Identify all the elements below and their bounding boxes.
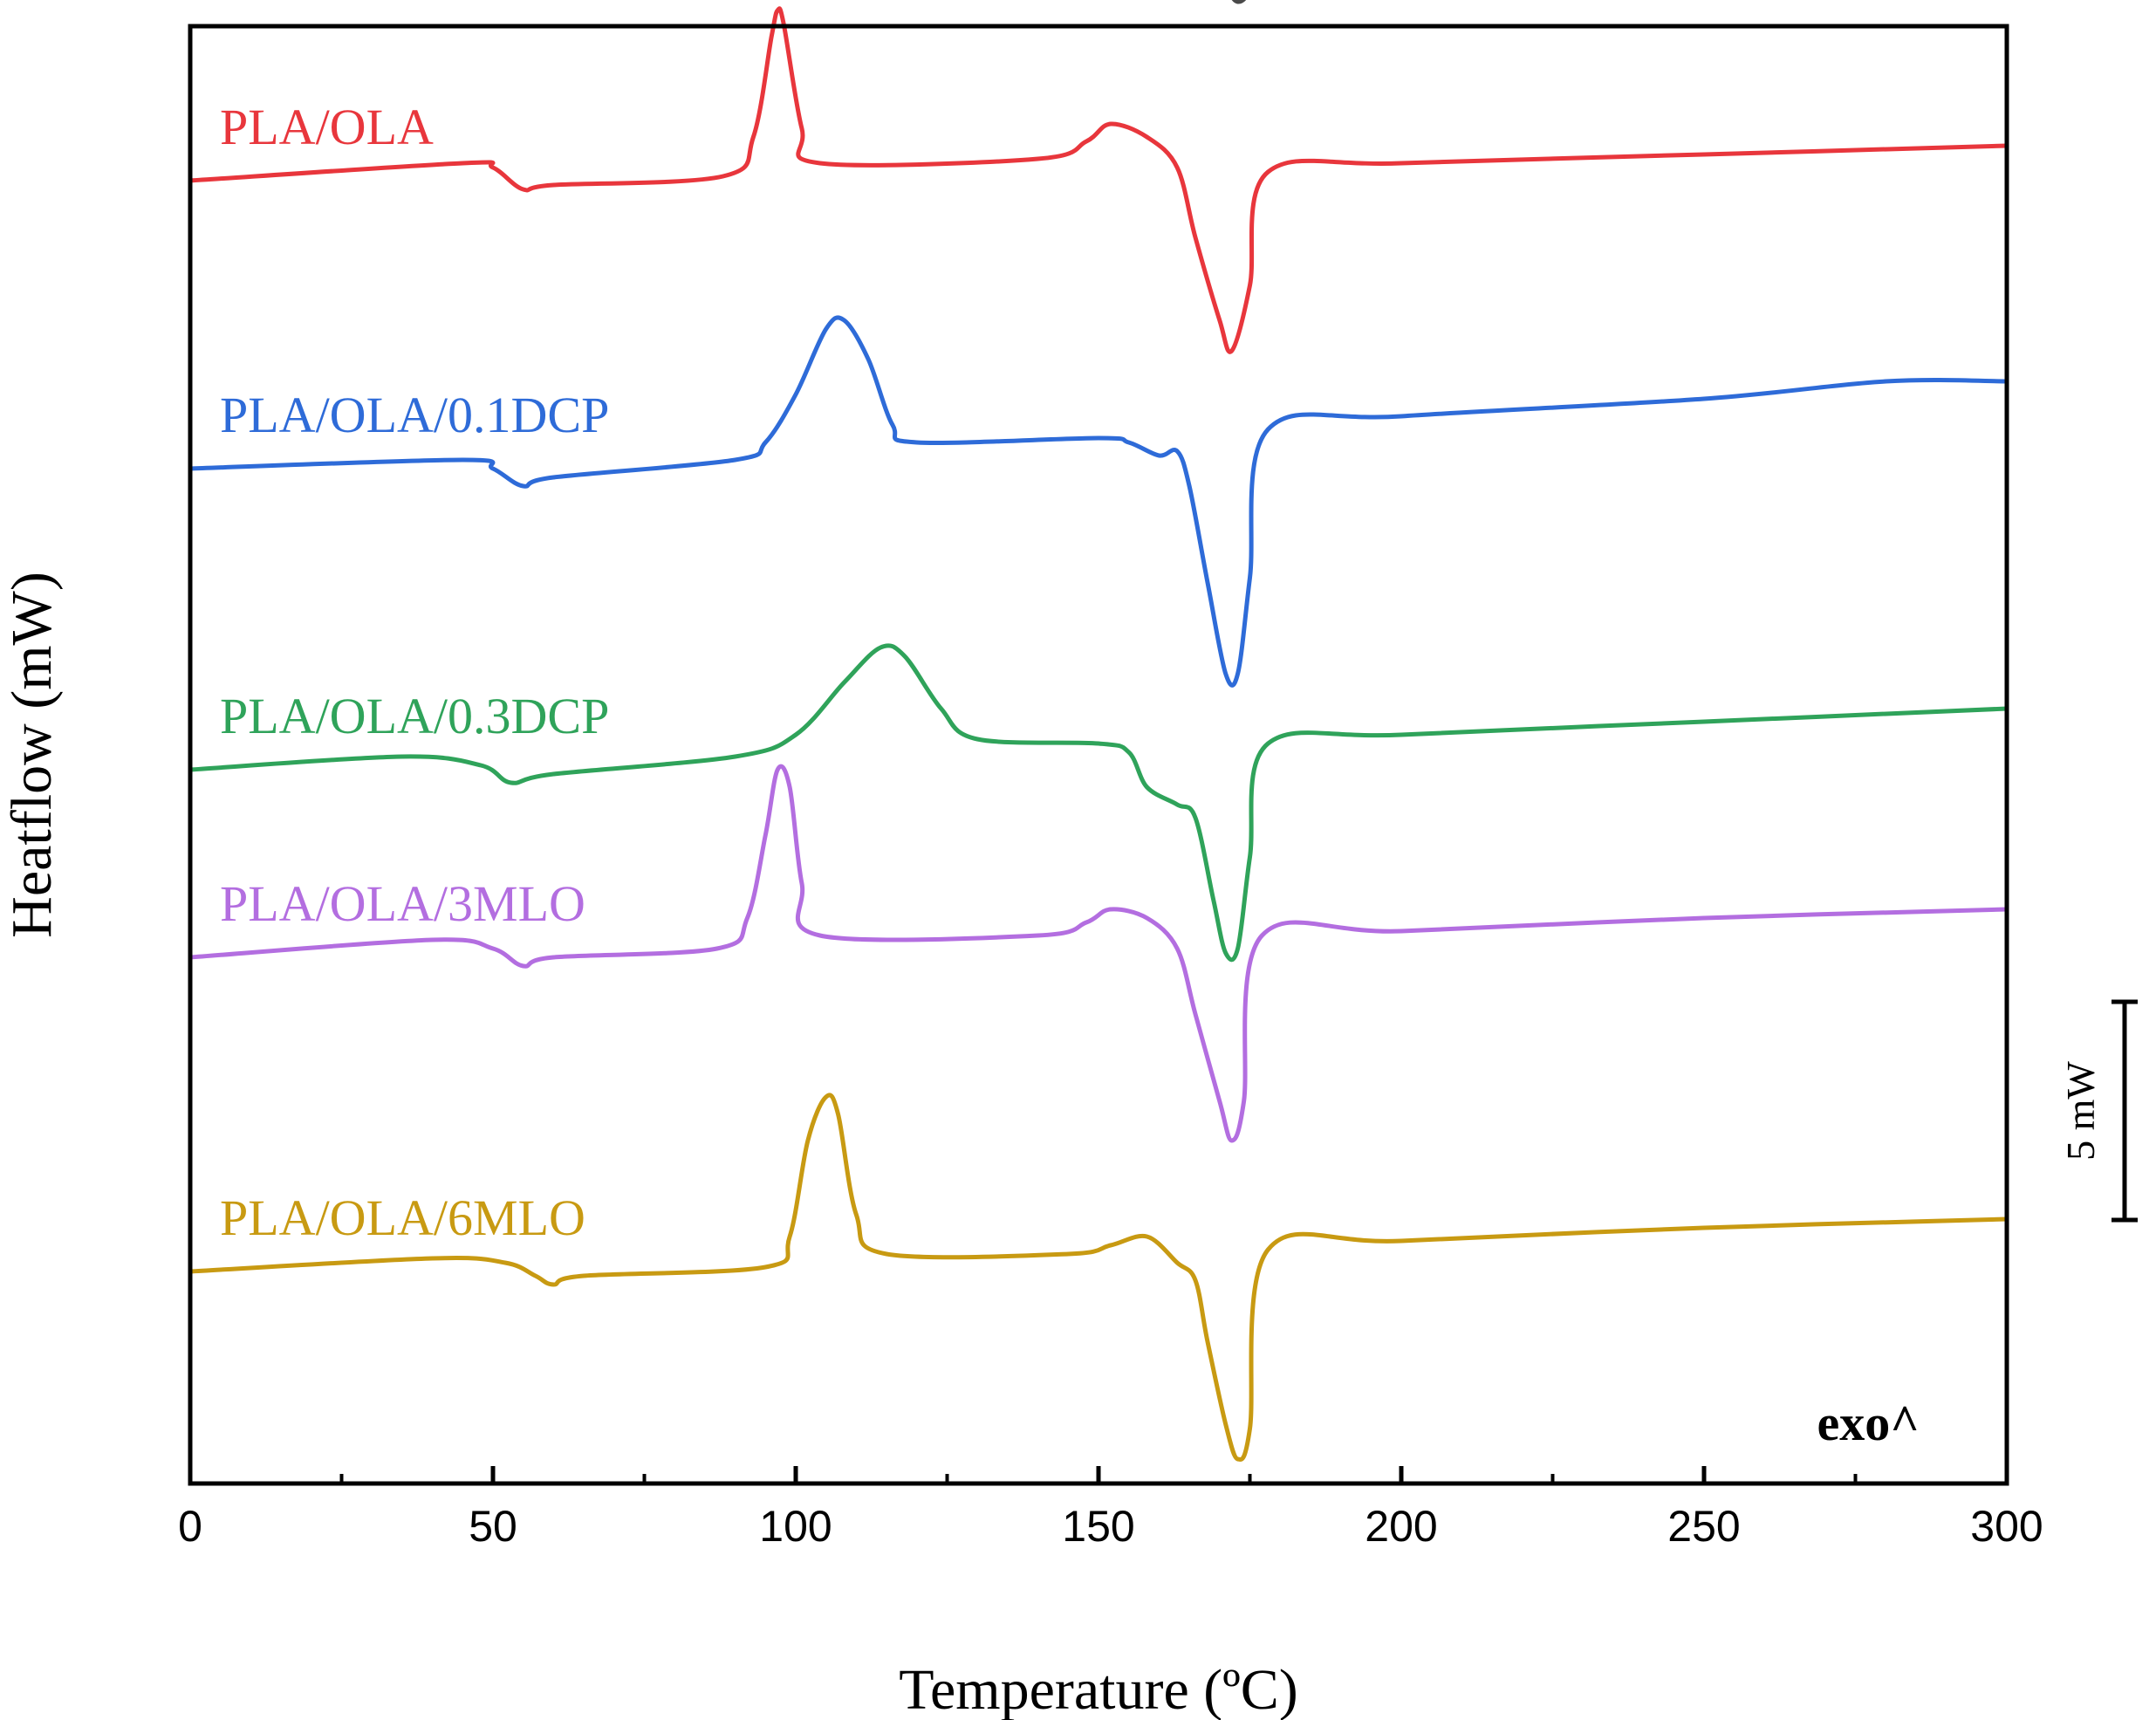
x-tick-label: 250 bbox=[1667, 1502, 1740, 1551]
x-tick-label: 150 bbox=[1062, 1502, 1134, 1551]
x-tick-label: 300 bbox=[1970, 1502, 2043, 1551]
series-label: PLA/OLA bbox=[220, 99, 434, 155]
series-line-pla-ola-0-1dcp bbox=[189, 315, 2008, 688]
series-label: PLA/OLA/0.3DCP bbox=[220, 688, 609, 744]
x-tick-label: 0 bbox=[178, 1502, 202, 1551]
y-axis-title: Heatflow (mW) bbox=[0, 572, 64, 938]
series-label: PLA/OLA/3MLO bbox=[220, 875, 585, 932]
x-ticks-layer: 0 50 100 150 200 250 300 bbox=[178, 1466, 2043, 1551]
x-tick-label: 50 bbox=[469, 1502, 517, 1551]
x-axis-title: Temperature (ºC) bbox=[899, 1658, 1297, 1720]
series-line-pla-ola bbox=[189, 6, 2008, 354]
scale-bar-label: 5 mW bbox=[2058, 1061, 2103, 1161]
scale-bar: 5 mW bbox=[2058, 999, 2138, 1223]
series-line-pla-ola-6mlo bbox=[189, 1093, 2008, 1462]
series-label: PLA/OLA/0.1DCP bbox=[220, 387, 609, 443]
series-labels-layer: PLAPLA/OLAPLA/OLA/0.1DCPPLA/OLA/0.3DCPPL… bbox=[220, 99, 609, 1246]
plot-frame bbox=[188, 24, 2009, 1486]
x-tick-label: 100 bbox=[759, 1502, 832, 1551]
x-tick-label: 200 bbox=[1365, 1502, 1437, 1551]
series-line-pla-ola-3mlo bbox=[189, 764, 2008, 1143]
series-line-pla-ola-0-3dcp bbox=[189, 643, 2008, 963]
exo-annotation: exo^ bbox=[1817, 1395, 1920, 1451]
series-label: PLA/OLA/6MLO bbox=[220, 1189, 585, 1246]
series-line-pla bbox=[1231, 0, 1247, 4]
curves-layer bbox=[189, 0, 2008, 1462]
